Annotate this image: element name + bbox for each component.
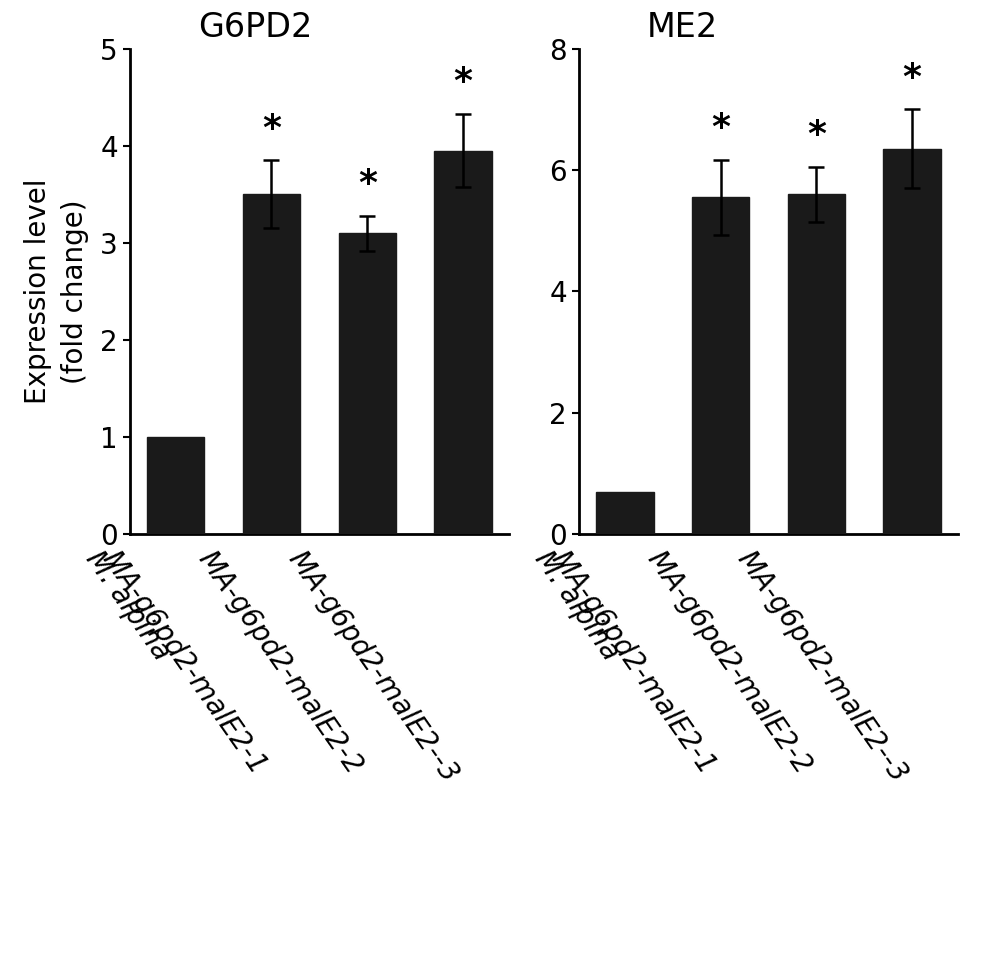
Text: MA-g6pd2-malE2-1: MA-g6pd2-malE2-1 <box>96 546 271 780</box>
Bar <box>434 151 492 534</box>
Text: M. alpina: M. alpina <box>529 546 625 665</box>
Text: MA-g6pd2-malE2--3: MA-g6pd2-malE2--3 <box>732 546 912 787</box>
Text: MA-g6pd2-malE2-2: MA-g6pd2-malE2-2 <box>641 546 816 780</box>
Text: *: * <box>806 118 825 152</box>
Text: *: * <box>262 112 281 146</box>
Text: MA-g6pd2-malE2--3: MA-g6pd2-malE2--3 <box>282 546 463 787</box>
Text: M. alpina: M. alpina <box>80 546 176 665</box>
Bar <box>243 194 300 534</box>
Y-axis label: Expression level
(fold change): Expression level (fold change) <box>24 179 89 404</box>
Text: MA-g6pd2-malE2-1: MA-g6pd2-malE2-1 <box>545 546 721 780</box>
Bar <box>692 197 749 534</box>
Text: G6PD2: G6PD2 <box>198 12 312 45</box>
Text: *: * <box>902 60 921 94</box>
Text: ME2: ME2 <box>647 12 719 45</box>
Bar <box>787 194 845 534</box>
Text: *: * <box>712 111 731 145</box>
Text: *: * <box>357 167 376 201</box>
Text: *: * <box>453 65 472 99</box>
Bar <box>147 437 205 534</box>
Bar <box>596 491 654 534</box>
Bar <box>883 149 941 534</box>
Text: MA-g6pd2-malE2-2: MA-g6pd2-malE2-2 <box>192 546 367 780</box>
Bar <box>338 233 396 534</box>
